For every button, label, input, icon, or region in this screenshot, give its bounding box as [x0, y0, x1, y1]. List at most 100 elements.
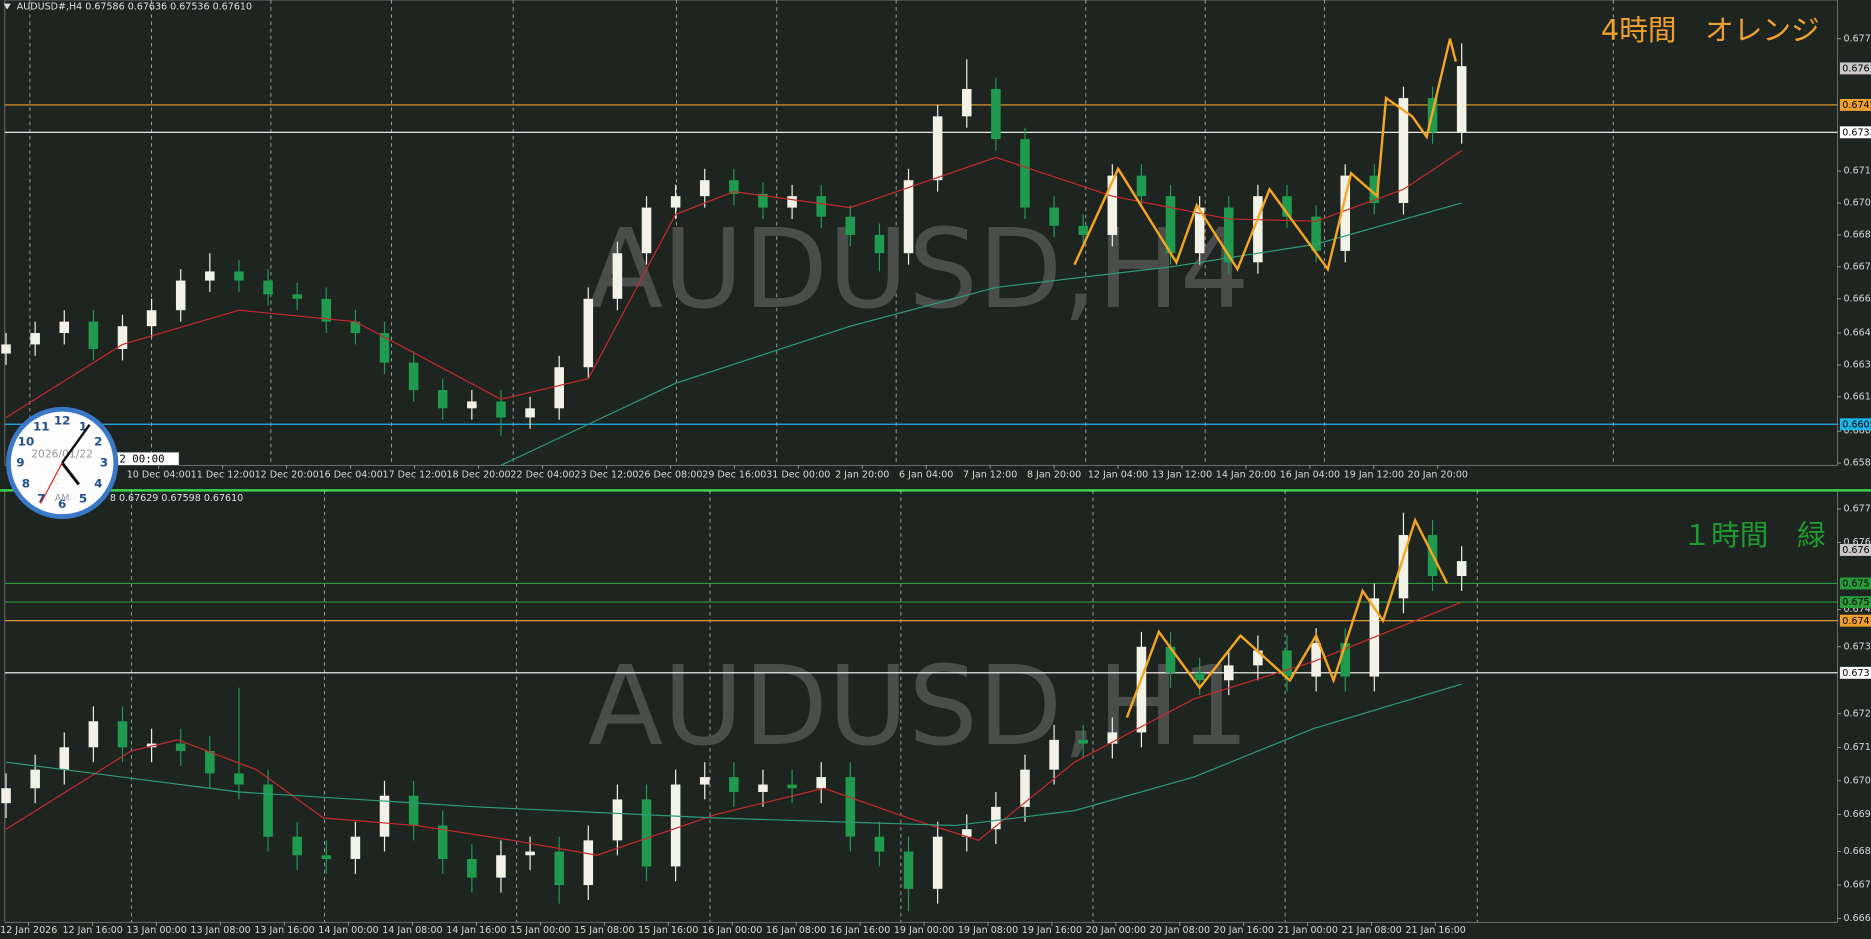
x-tick-label: 14 Jan 16:00: [446, 925, 506, 936]
candle-body: [1136, 646, 1147, 733]
candle-body: [437, 390, 448, 409]
clock-numeral: 5: [79, 492, 87, 506]
candle-body: [699, 180, 710, 197]
zigzag: [1073, 38, 1457, 272]
watermark: AUDUSD,H1: [588, 642, 1250, 770]
x-tick-label: 8 Jan 20:00: [1027, 469, 1081, 480]
clock-time: 2 00:00: [119, 452, 164, 465]
candle-body: [1020, 139, 1030, 208]
candle-body: [1311, 216, 1321, 251]
candle-body: [408, 795, 419, 826]
x-tick-label: 7 Jan 12:00: [963, 469, 1017, 480]
moving-average: [5, 150, 1463, 418]
x-tick-label: 29 Dec 16:00: [702, 469, 766, 480]
x-tick-label: 12 Jan 2026: [0, 925, 57, 936]
price-level-box: [1839, 98, 1871, 111]
candle-body: [1107, 732, 1118, 744]
x-tick-label: 26 Dec 08:00: [638, 469, 702, 480]
candle-body: [146, 743, 157, 748]
candle-body: [1107, 175, 1118, 235]
zigzag: [1125, 517, 1449, 718]
candle-body: [496, 401, 506, 418]
candle-body: [1282, 196, 1292, 217]
candle-body: [845, 216, 856, 235]
candle-body: [1194, 672, 1205, 681]
x-tick-label: 13 Jan 08:00: [190, 925, 250, 936]
clock-numeral: 8: [22, 476, 30, 490]
candle-body: [612, 253, 623, 299]
candle-body: [641, 799, 652, 867]
clock-numeral: 4: [94, 476, 102, 490]
candle-body: [729, 180, 739, 194]
candle-body: [758, 784, 768, 792]
candle-body: [816, 777, 826, 789]
y-tick-label: 0.674: [1843, 604, 1870, 615]
x-tick-label: 21 Jan 00:00: [1278, 925, 1338, 936]
y-tick-label: 0.670: [1843, 775, 1870, 786]
y-tick-label: 0.6674: [1843, 261, 1871, 272]
x-tick-label: 15 Jan 00:00: [510, 925, 570, 936]
clock-numeral: 1: [79, 419, 87, 433]
x-tick-label: 14 Jan 08:00: [382, 925, 442, 936]
candle-body: [59, 747, 70, 770]
x-tick-label: 15 Jan 16:00: [638, 925, 698, 936]
candle-body: [205, 751, 215, 774]
menu-icon: [3, 3, 11, 10]
candle-body: [991, 88, 1001, 140]
price-level-label: 0.6733: [1842, 127, 1871, 138]
price-level-box: [1839, 596, 1871, 609]
x-tick-label: 21 Jan 08:00: [1342, 925, 1402, 936]
x-tick-label: 14 Jan 20:00: [1216, 469, 1276, 480]
price-level-box: [1839, 666, 1871, 679]
price-level-label: 0.6605: [1842, 419, 1871, 430]
x-tick-label: 12 Jan 16:00: [62, 925, 122, 936]
candle-body: [263, 784, 273, 837]
x-tick-label: 12 Jan 04:00: [1088, 469, 1148, 480]
price-level-box: [1839, 418, 1871, 431]
candle-body: [670, 784, 681, 867]
candle-body: [1194, 207, 1205, 254]
candle-body: [554, 367, 564, 409]
clock-numeral: 3: [100, 455, 108, 469]
candle-body: [932, 116, 943, 181]
candle-body: [1078, 739, 1088, 744]
candle-body: [88, 721, 99, 748]
price-level-box: [1839, 577, 1871, 590]
candle-body: [292, 294, 302, 299]
candle-body: [1136, 175, 1147, 197]
candle-body: [234, 271, 244, 281]
y-tick-label: 0.6588: [1843, 458, 1871, 469]
candle-body: [1282, 650, 1292, 677]
y-tick-label: 0.666: [1843, 293, 1870, 304]
candle-body: [1224, 207, 1234, 263]
candle-body: [350, 321, 361, 334]
y-tick-label: 0.669: [1843, 809, 1870, 820]
candle-body: [146, 310, 157, 327]
candle-body: [903, 851, 914, 889]
candle-body: [874, 234, 885, 254]
y-tick-label: 0.6774: [1843, 33, 1871, 44]
clock-numeral: 6: [58, 497, 66, 511]
candle-body: [467, 858, 477, 878]
y-tick-label: 0.667: [1843, 880, 1870, 891]
x-tick-label: 10 Dec 04:00: [127, 469, 191, 480]
candle-body: [59, 321, 70, 334]
candle-body: [1020, 769, 1030, 807]
candle-body: [1456, 66, 1467, 133]
candle-body: [1340, 175, 1350, 251]
candle-body: [554, 851, 564, 886]
x-tick-label: 18 Dec 20:00: [446, 469, 510, 480]
price-level-label: 0.674: [1842, 616, 1869, 627]
moving-average: [500, 202, 1462, 466]
candle-body: [583, 298, 594, 368]
candle-body: [961, 829, 972, 837]
candle-body: [1224, 665, 1234, 681]
y-tick-label: 0.677: [1843, 503, 1870, 514]
x-tick-label: 6 Jan 04:00: [899, 469, 953, 480]
candle-body: [1369, 175, 1380, 204]
candle-body: [467, 401, 477, 409]
x-tick-label: 20 Jan 16:00: [1214, 925, 1274, 936]
candle-body: [408, 362, 419, 391]
candle-body: [1078, 225, 1088, 235]
chart-header: 8 0.67629 0.67598 0.67610: [110, 493, 243, 504]
